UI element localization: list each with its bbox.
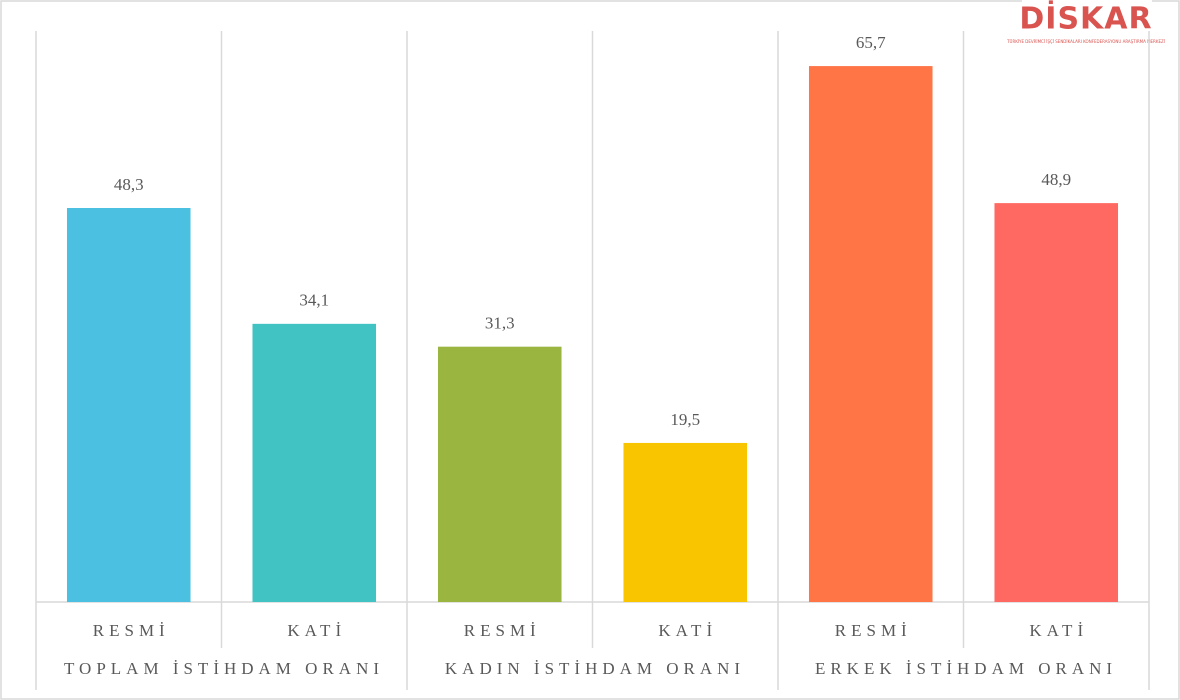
bar xyxy=(66,208,191,602)
x-tick-label: RESMİ xyxy=(464,621,541,640)
value-label: 34,1 xyxy=(299,291,329,310)
x-tick-label: RESMİ xyxy=(93,621,170,640)
value-label: 65,7 xyxy=(856,33,886,52)
x-tick-label: KATİ xyxy=(1029,621,1088,640)
group-label: KADIN İSTİHDAM ORANI xyxy=(445,659,745,678)
bar xyxy=(437,346,562,602)
value-label: 31,3 xyxy=(485,314,515,333)
logo-box xyxy=(1022,0,1152,48)
value-label: 48,9 xyxy=(1041,170,1071,189)
bar xyxy=(623,442,748,602)
x-tick-label: KATİ xyxy=(287,621,346,640)
logo: DİSKAR xyxy=(1019,1,1152,37)
x-tick-label: RESMİ xyxy=(835,621,912,640)
bar xyxy=(252,323,377,602)
bar xyxy=(994,203,1119,602)
group-label: TOPLAM İSTİHDAM ORANI xyxy=(64,659,384,678)
value-label: 19,5 xyxy=(670,410,700,429)
group-label: ERKEK İSTİHDAM ORANI xyxy=(815,659,1117,678)
x-tick-label: KATİ xyxy=(658,621,717,640)
value-label: 48,3 xyxy=(114,175,144,194)
logo-subtitle: TÜRKİYE DEVRİMCİ İŞÇİ SENDİKALARI KONFED… xyxy=(1006,39,1165,44)
bar xyxy=(808,66,933,603)
